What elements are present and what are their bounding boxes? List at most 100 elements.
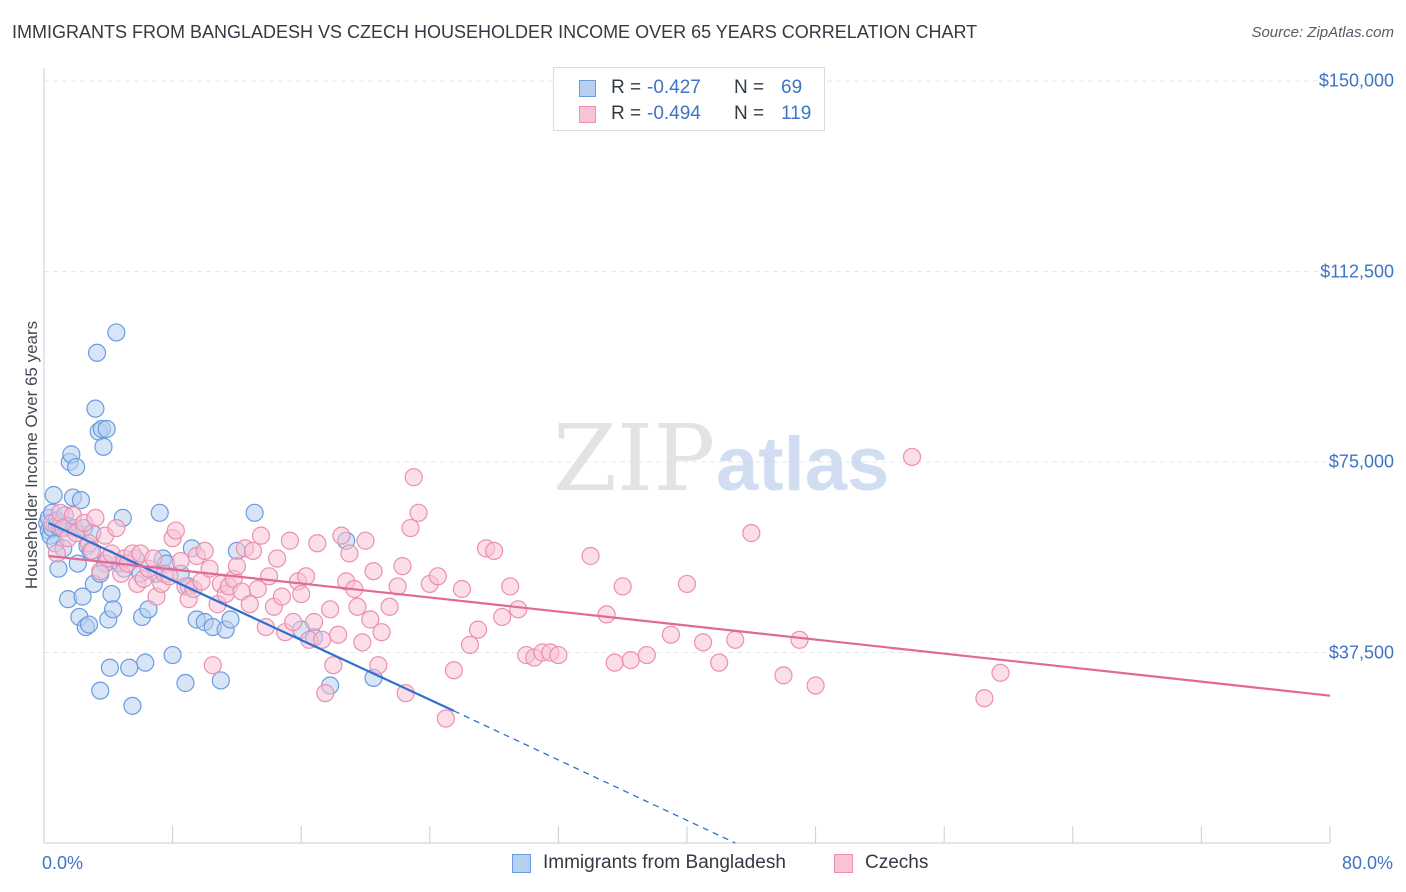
- stats-row-bangladesh: R = -0.427 N = 69: [554, 77, 824, 101]
- data-point: [176, 673, 195, 693]
- data-point: [267, 549, 287, 568]
- data-point: [369, 656, 388, 675]
- data-point: [404, 468, 423, 487]
- data-point: [107, 323, 126, 342]
- data-point: [726, 630, 745, 649]
- data-point: [104, 600, 123, 619]
- axes: [43, 68, 1331, 844]
- data-point: [356, 531, 375, 550]
- data-point: [195, 541, 214, 561]
- data-point: [605, 653, 624, 672]
- data-point: [304, 612, 324, 632]
- data-point: [501, 577, 520, 596]
- data-point: [86, 399, 105, 418]
- data-point: [67, 457, 86, 477]
- legend-swatch-bangladesh: [512, 854, 531, 873]
- data-point: [221, 610, 240, 629]
- watermark-zip: ZIP: [553, 405, 715, 512]
- r-label: R =: [611, 77, 642, 98]
- data-point: [259, 567, 279, 586]
- data-point: [428, 567, 447, 586]
- trend-lines: [48, 521, 1331, 844]
- data-point: [308, 534, 327, 553]
- data-point: [693, 633, 713, 652]
- x-tick-label-min: 0.0%: [42, 853, 84, 873]
- data-point: [284, 612, 303, 632]
- x-tick-label-max: 80.0%: [1341, 853, 1393, 873]
- legend-label-czechs: Czechs: [865, 852, 929, 873]
- data-point: [353, 633, 372, 652]
- r-label: R =: [611, 103, 642, 124]
- data-point: [94, 437, 113, 456]
- data-point: [790, 630, 809, 649]
- data-point: [613, 577, 632, 596]
- trend-line-extension: [453, 710, 736, 844]
- data-point: [49, 559, 68, 578]
- r-value: -0.427: [647, 77, 701, 98]
- data-point: [460, 635, 480, 654]
- data-point: [73, 587, 92, 606]
- stats-legend: R = -0.427 N = 69 R = -0.494 N = 119: [553, 67, 825, 131]
- data-point: [296, 567, 316, 586]
- data-point: [71, 491, 91, 510]
- watermark: ZIP atlas: [553, 405, 889, 512]
- data-point: [452, 579, 472, 599]
- y-tick-label: $150,000: [1318, 70, 1394, 91]
- data-point: [710, 653, 729, 672]
- data-point: [243, 541, 263, 561]
- data-point: [321, 600, 340, 619]
- data-point: [372, 623, 391, 642]
- data-point: [991, 663, 1010, 682]
- data-point: [123, 696, 142, 715]
- y-tick-label: $37,500: [1328, 642, 1394, 662]
- swatch-bangladesh: [579, 80, 596, 97]
- data-point: [166, 521, 185, 540]
- data-point: [401, 518, 420, 538]
- data-point: [79, 615, 99, 634]
- data-point: [742, 524, 761, 543]
- data-point: [677, 574, 697, 594]
- data-point: [361, 610, 380, 629]
- data-point: [280, 531, 300, 550]
- r-value: -0.494: [647, 103, 701, 124]
- data-point: [91, 681, 110, 700]
- data-point: [211, 671, 230, 690]
- legend-swatch-czechs: [834, 854, 853, 873]
- data-point: [86, 508, 105, 527]
- swatch-czechs: [579, 106, 596, 123]
- data-point: [493, 607, 512, 627]
- data-point: [136, 653, 155, 672]
- data-point: [485, 541, 504, 561]
- chart-title: IMMIGRANTS FROM BANGLADESH VS CZECH HOUS…: [12, 22, 978, 42]
- n-label: N =: [734, 77, 765, 98]
- data-point: [396, 684, 415, 703]
- trend-line: [48, 554, 1331, 697]
- data-point: [107, 518, 126, 538]
- data-point: [661, 625, 681, 644]
- data-point: [227, 557, 246, 576]
- data-point: [364, 562, 383, 581]
- data-point: [272, 587, 292, 606]
- data-point: [240, 595, 259, 614]
- data-point: [597, 605, 616, 624]
- data-point: [203, 656, 222, 675]
- data-point: [393, 557, 412, 576]
- data-point: [348, 597, 367, 616]
- data-point: [332, 526, 351, 545]
- n-value: 69: [781, 77, 803, 98]
- data-point: [44, 485, 63, 505]
- data-point: [774, 666, 793, 685]
- data-point: [150, 503, 169, 522]
- data-point: [87, 343, 107, 362]
- data-point: [637, 645, 656, 665]
- data-point: [100, 658, 120, 677]
- stats-row-czechs: R = -0.494 N = 119: [554, 103, 824, 127]
- data-point: [292, 584, 311, 604]
- data-point: [47, 544, 66, 563]
- data-point: [806, 676, 825, 695]
- data-point: [468, 620, 488, 639]
- data-point: [312, 630, 332, 649]
- n-label: N =: [734, 103, 765, 124]
- trend-line: [48, 521, 455, 712]
